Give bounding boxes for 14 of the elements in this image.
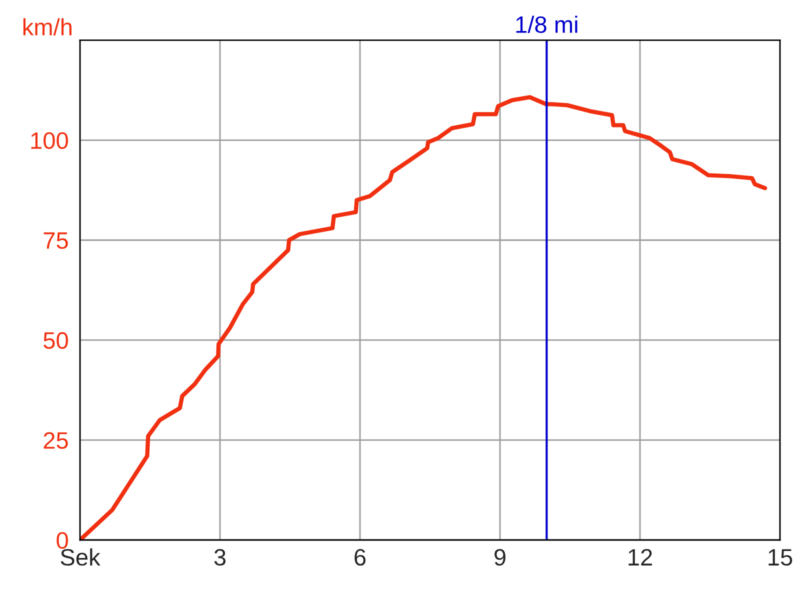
- x-tick-label: 15: [768, 549, 792, 566]
- x-tick-label: 3: [214, 548, 226, 566]
- y-tick-label: 0: [56, 532, 68, 549]
- ref-line-label: 1/8 mi: [516, 16, 578, 34]
- x-tick-label: 9: [494, 548, 506, 566]
- line-series: [80, 95, 768, 540]
- y-tick-label: 75: [44, 232, 68, 249]
- y-tick-label: 100: [31, 132, 68, 149]
- y-axis-title: km/h: [23, 18, 72, 36]
- x-tick-label: Sek: [60, 548, 100, 566]
- x-tick-label: 6: [354, 548, 366, 566]
- y-tick-label: 25: [44, 432, 68, 449]
- x-tick-label: 12: [628, 548, 652, 566]
- y-tick-label: 50: [44, 332, 68, 349]
